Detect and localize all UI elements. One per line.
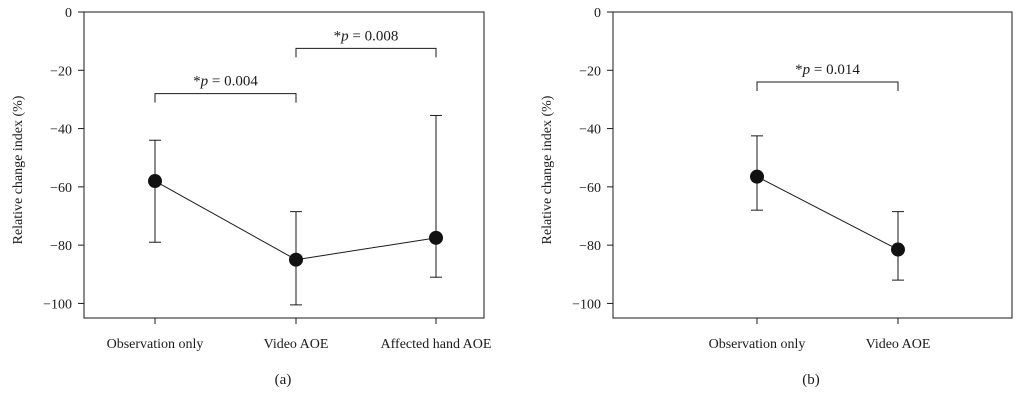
- p-symbol: p: [200, 74, 209, 90]
- series-line-segment: [154, 180, 297, 261]
- chart-panel-b: 0 −20 −40 −60 −80 −100 Observation only Video A…: [540, 6, 1013, 388]
- significance-star: *: [795, 62, 803, 78]
- x-tick-label: Observation only: [709, 337, 806, 352]
- significance-bracket: [756, 81, 899, 91]
- plot-frame: [83, 11, 485, 319]
- series-line-segment: [756, 176, 899, 250]
- y-tick-label: 0: [65, 6, 72, 21]
- p-symbol: p: [802, 62, 811, 78]
- y-tick-label: −80: [50, 239, 72, 254]
- data-point: [891, 242, 905, 257]
- p-symbol: p: [340, 28, 349, 44]
- significance-bracket: [295, 47, 437, 58]
- y-axis-title: Relative change index (%): [11, 95, 26, 244]
- significance-label: *p = 0.014: [795, 62, 860, 78]
- y-tick-label: −40: [579, 123, 601, 138]
- data-point: [289, 252, 303, 267]
- panel-label: (a): [275, 372, 292, 388]
- x-tick-label: Video AOE: [866, 337, 931, 352]
- x-tick-label: Affected hand AOE: [381, 337, 492, 352]
- y-tick-label: 0: [594, 6, 601, 21]
- plot-frame: [612, 11, 1013, 319]
- y-tick-label: −40: [50, 123, 72, 138]
- significance-star: *: [334, 28, 342, 44]
- y-tick-label: −80: [579, 239, 601, 254]
- significance-value: = 0.004: [208, 74, 258, 90]
- x-tick-label: Video AOE: [264, 337, 329, 352]
- y-tick-label: −100: [572, 297, 601, 312]
- y-tick-label: −60: [579, 181, 601, 196]
- significance-bracket: [154, 93, 297, 103]
- y-axis-title: Relative change index (%): [540, 95, 555, 244]
- y-tick-label: −20: [50, 64, 72, 79]
- significance-value: = 0.014: [810, 62, 860, 78]
- data-point: [429, 230, 443, 245]
- data-point: [750, 169, 764, 184]
- significance-label: *p = 0.004: [193, 74, 258, 90]
- chart-panel-a: 0 −20 −40 −60 −80 −100 Observation only Video A…: [11, 6, 491, 388]
- panel-label: (b): [802, 372, 820, 388]
- significance-star: *: [193, 74, 201, 90]
- y-tick-label: −60: [50, 181, 72, 196]
- data-point: [148, 174, 162, 189]
- y-tick-label: −20: [579, 64, 601, 79]
- x-tick-label: Observation only: [107, 337, 204, 352]
- significance-label: *p = 0.008: [334, 28, 399, 44]
- significance-value: = 0.008: [349, 28, 399, 44]
- y-tick-label: −100: [43, 297, 72, 312]
- series-line-segment: [295, 237, 437, 261]
